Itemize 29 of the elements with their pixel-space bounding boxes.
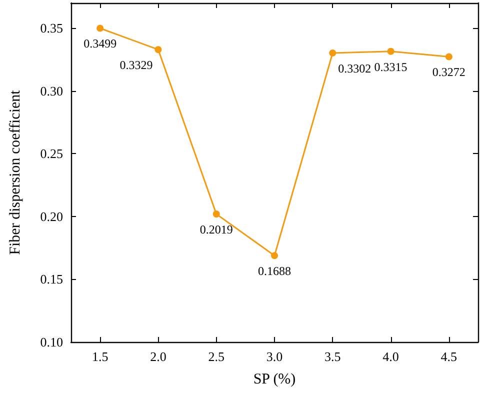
x-tick-label: 4.5 <box>440 349 458 364</box>
data-label: 0.1688 <box>258 264 291 278</box>
y-tick-label: 0.10 <box>40 334 63 350</box>
x-tick-label: 3.0 <box>266 349 283 364</box>
y-tick-label: 0.20 <box>40 208 63 224</box>
point <box>154 46 162 54</box>
x-tick-label: 2.5 <box>208 349 224 364</box>
x-tick-label: 4.0 <box>382 349 399 364</box>
point <box>271 252 278 260</box>
point <box>329 49 336 56</box>
data-label: 0.3499 <box>84 36 117 51</box>
point <box>96 24 104 32</box>
x-tick-label: 1.5 <box>92 349 108 364</box>
y-tick-label: 0.35 <box>40 20 63 36</box>
x-tick-label: 2.0 <box>150 349 166 364</box>
y-axis-title: Fiber dispersion coefficient <box>8 89 24 255</box>
data-label: 0.3315 <box>374 60 408 74</box>
y-tick-label: 0.25 <box>40 146 63 162</box>
point <box>445 53 452 60</box>
data-label: 0.2019 <box>200 222 233 237</box>
data-label: 0.3302 <box>338 61 372 76</box>
x-tick-label: 3.5 <box>324 349 341 364</box>
y-tick-label: 0.15 <box>40 272 63 287</box>
data-label: 0.3329 <box>120 58 153 72</box>
point <box>387 48 394 55</box>
point <box>212 210 220 218</box>
data-label: 0.3272 <box>432 65 466 80</box>
y-tick-label: 0.30 <box>40 83 63 98</box>
x-axis-title: SP (%) <box>253 372 296 388</box>
